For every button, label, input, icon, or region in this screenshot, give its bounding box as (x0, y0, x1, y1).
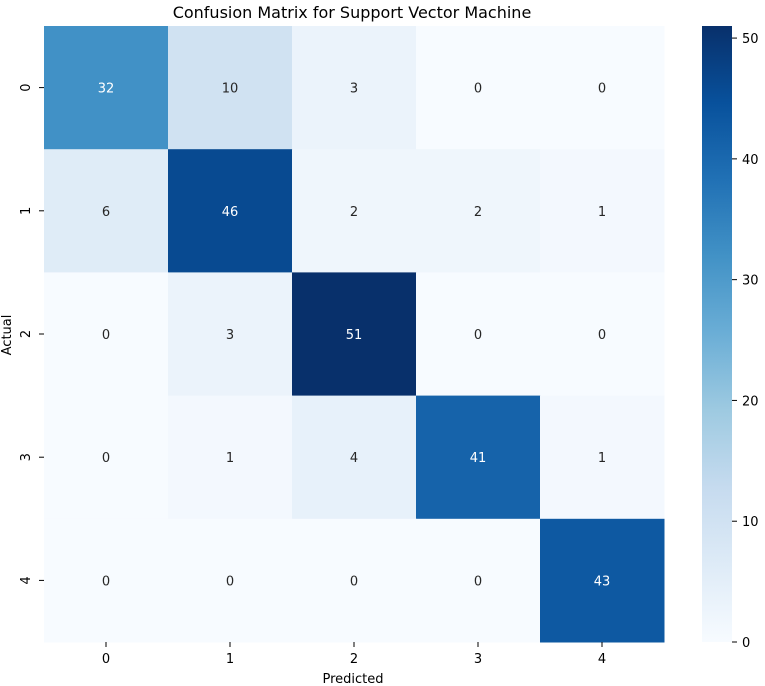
heatmap-cell-1-2 (292, 149, 417, 273)
cell-value-label: 0 (350, 574, 358, 589)
heatmap-cell-0-2 (292, 26, 417, 150)
heatmap-cell-3-3 (416, 395, 541, 520)
heatmap-cell-0-3 (416, 26, 541, 150)
colorbar-tick-label: 40 (742, 153, 759, 168)
colorbar-tick-label: 30 (742, 274, 759, 289)
cell-value-label: 6 (102, 205, 110, 220)
cell-value-label: 3 (226, 328, 234, 343)
heatmap-cell-1-1 (168, 149, 293, 273)
colorbar-tick-label: 20 (742, 394, 759, 409)
cell-value-label: 0 (598, 328, 606, 343)
cell-value-label: 0 (474, 82, 482, 97)
cell-value-label: 1 (598, 451, 606, 466)
cell-value-label: 32 (98, 82, 115, 97)
heatmap-grid: 32 10 3 0 06 46 2 2 10 3 51 0 00 1 4 41 10 0 0 0 43 (44, 26, 665, 643)
heatmap-cell-4-3 (416, 518, 541, 643)
colorbar-tick-label: 10 (742, 515, 759, 530)
cell-value-label: 4 (350, 451, 358, 466)
cell-value-label: 0 (102, 328, 110, 343)
x-tick-label: 2 (350, 652, 358, 667)
cell-value-label: 0 (474, 574, 482, 589)
y-axis-ticks: 0 1 2 3 4 (19, 83, 44, 585)
cell-value-label: 41 (470, 451, 487, 466)
cell-value-label: 0 (598, 82, 606, 97)
heatmap-cell-0-4 (540, 26, 665, 150)
heatmap-cell-3-1 (168, 395, 293, 520)
y-tick-label: 1 (19, 207, 34, 215)
cell-value-label: 0 (102, 574, 110, 589)
heatmap-cell-2-3 (416, 272, 541, 397)
cell-value-label: 1 (226, 451, 234, 466)
colorbar-tick-label: 0 (742, 636, 750, 651)
cell-value-label: 2 (474, 205, 482, 220)
cell-value-label: 2 (350, 205, 358, 220)
heatmap-cell-4-4 (540, 518, 665, 643)
y-axis-label: Actual (0, 315, 15, 356)
cell-value-label: 43 (594, 574, 611, 589)
colorbar (702, 26, 732, 642)
heatmap-cell-3-0 (44, 395, 169, 520)
y-tick-label: 2 (19, 330, 34, 338)
heatmap-cell-2-0 (44, 272, 169, 397)
heatmap-cell-1-4 (540, 149, 665, 273)
x-tick-label: 4 (598, 652, 606, 667)
heatmap-cell-4-0 (44, 518, 169, 643)
cell-value-label: 46 (222, 205, 239, 220)
heatmap-cell-4-1 (168, 518, 293, 643)
x-tick-label: 0 (102, 652, 110, 667)
heatmap-cell-3-4 (540, 395, 665, 520)
chart-title: Confusion Matrix for Support Vector Mach… (173, 3, 532, 22)
heatmap-cell-1-0 (44, 149, 169, 273)
heatmap-cell-4-2 (292, 518, 417, 643)
colorbar-tick-label: 50 (742, 32, 759, 47)
x-axis-ticks: 0 1 2 3 4 (102, 642, 606, 667)
cell-value-label: 1 (598, 205, 606, 220)
heatmap-cell-3-2 (292, 395, 417, 520)
y-tick-label: 0 (19, 83, 34, 91)
heatmap-cell-2-1 (168, 272, 293, 397)
cell-value-label: 0 (226, 574, 234, 589)
heatmap-cell-0-0 (44, 26, 169, 150)
colorbar-ticks: 0 10 20 30 40 50 (732, 32, 759, 651)
x-tick-label: 3 (474, 652, 482, 667)
y-tick-label: 3 (19, 453, 34, 461)
cell-value-label: 51 (346, 328, 363, 343)
heatmap-cell-1-3 (416, 149, 541, 273)
cell-value-label: 0 (474, 328, 482, 343)
heatmap-cell-2-2 (292, 272, 417, 397)
cell-value-label: 3 (350, 82, 358, 97)
cell-value-label: 0 (102, 451, 110, 466)
y-tick-label: 4 (19, 576, 34, 584)
x-axis-label: Predicted (322, 672, 383, 686)
cell-value-label: 10 (222, 82, 239, 97)
heatmap-cell-0-1 (168, 26, 293, 150)
heatmap-cell-2-4 (540, 272, 665, 397)
x-tick-label: 1 (226, 652, 234, 667)
